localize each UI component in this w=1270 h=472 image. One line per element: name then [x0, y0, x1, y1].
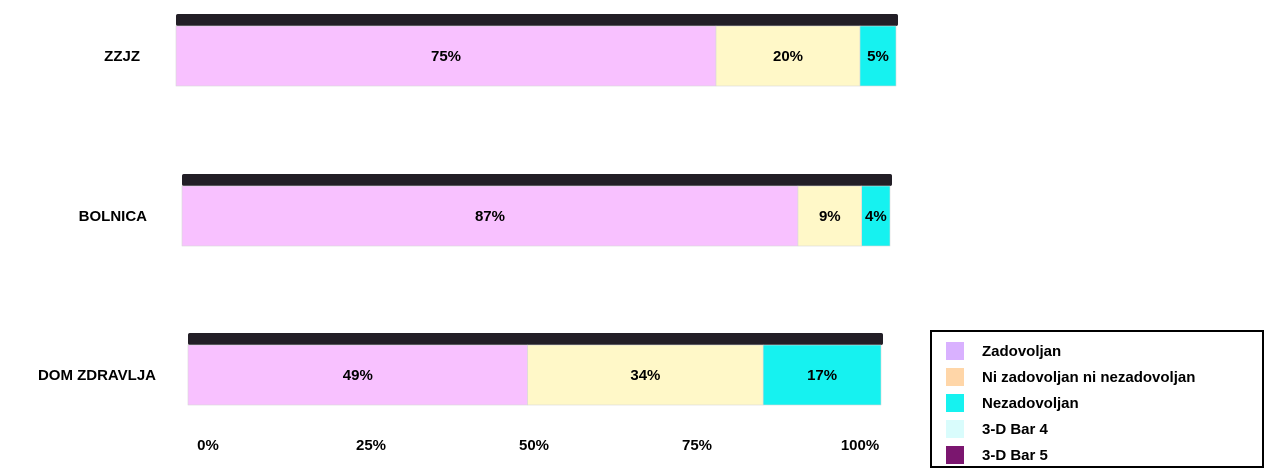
bar-top-bolnica [182, 174, 892, 186]
data-label-zzjz-nezadovoljan: 5% [867, 48, 889, 65]
legend-label: Zadovoljan [982, 342, 1062, 360]
legend: Zadovoljan Ni zadovoljan ni nezadovoljan N… [930, 330, 1264, 468]
bar-bolnica-nezadovoljan [861, 185, 891, 247]
bar-top-dom-zdravlja [188, 333, 883, 345]
bar-bolnica-ni-zadovoljan-ni-nezadovoljan [797, 185, 862, 247]
category-label-bolnica: BOLNICA [79, 208, 147, 225]
bar-dom-zdravlja-zadovoljan [187, 344, 528, 406]
legend-item-ni-zadovoljan-ni-nezadovoljan: Ni zadovoljan ni nezadovoljan [946, 364, 1262, 390]
legend-swatch [946, 420, 964, 438]
x-tick-label: 100% [841, 437, 879, 454]
legend-swatch [946, 446, 964, 464]
x-tick-label: 75% [682, 437, 712, 454]
data-label-zzjz-ni-zadovoljan-ni-nezadovoljan: 20% [773, 48, 803, 65]
legend-item-3-d-bar-5: 3-D Bar 5 [946, 442, 1262, 468]
legend-label: Ni zadovoljan ni nezadovoljan [982, 368, 1196, 386]
legend-swatch [946, 394, 964, 412]
legend-item-zadovoljan: Zadovoljan [946, 338, 1262, 364]
data-label-dom-zdravlja-zadovoljan: 49% [343, 367, 373, 384]
category-label-zzjz: ZZJZ [104, 48, 140, 65]
legend-label: 3-D Bar 5 [982, 446, 1048, 464]
x-tick-label: 25% [356, 437, 386, 454]
x-tick-label: 50% [519, 437, 549, 454]
legend-swatch [946, 342, 964, 360]
bar-top-zzjz [176, 14, 898, 26]
data-label-bolnica-zadovoljan: 87% [475, 208, 505, 225]
x-tick-label: 0% [197, 437, 219, 454]
bar-dom-zdravlja-nezadovoljan [762, 344, 882, 406]
data-label-bolnica-ni-zadovoljan-ni-nezadovoljan: 9% [819, 208, 841, 225]
data-label-zzjz-zadovoljan: 75% [431, 48, 461, 65]
legend-label: Nezadovoljan [982, 394, 1079, 412]
category-label-dom-zdravlja: DOM ZDRAVLJA [38, 367, 156, 384]
data-label-bolnica-nezadovoljan: 4% [865, 208, 887, 225]
legend-item-3-d-bar-4: 3-D Bar 4 [946, 416, 1262, 442]
data-label-dom-zdravlja-ni-zadovoljan-ni-nezadovoljan: 34% [630, 367, 660, 384]
legend-swatch [946, 368, 964, 386]
legend-item-nezadovoljan: Nezadovoljan [946, 390, 1262, 416]
bar-dom-zdravlja-ni-zadovoljan-ni-nezadovoljan [527, 344, 764, 406]
data-label-dom-zdravlja-nezadovoljan: 17% [807, 367, 837, 384]
legend-label: 3-D Bar 4 [982, 420, 1048, 438]
bar-zzjz-nezadovoljan [859, 25, 897, 87]
bar-bolnica-zadovoljan [181, 185, 799, 247]
